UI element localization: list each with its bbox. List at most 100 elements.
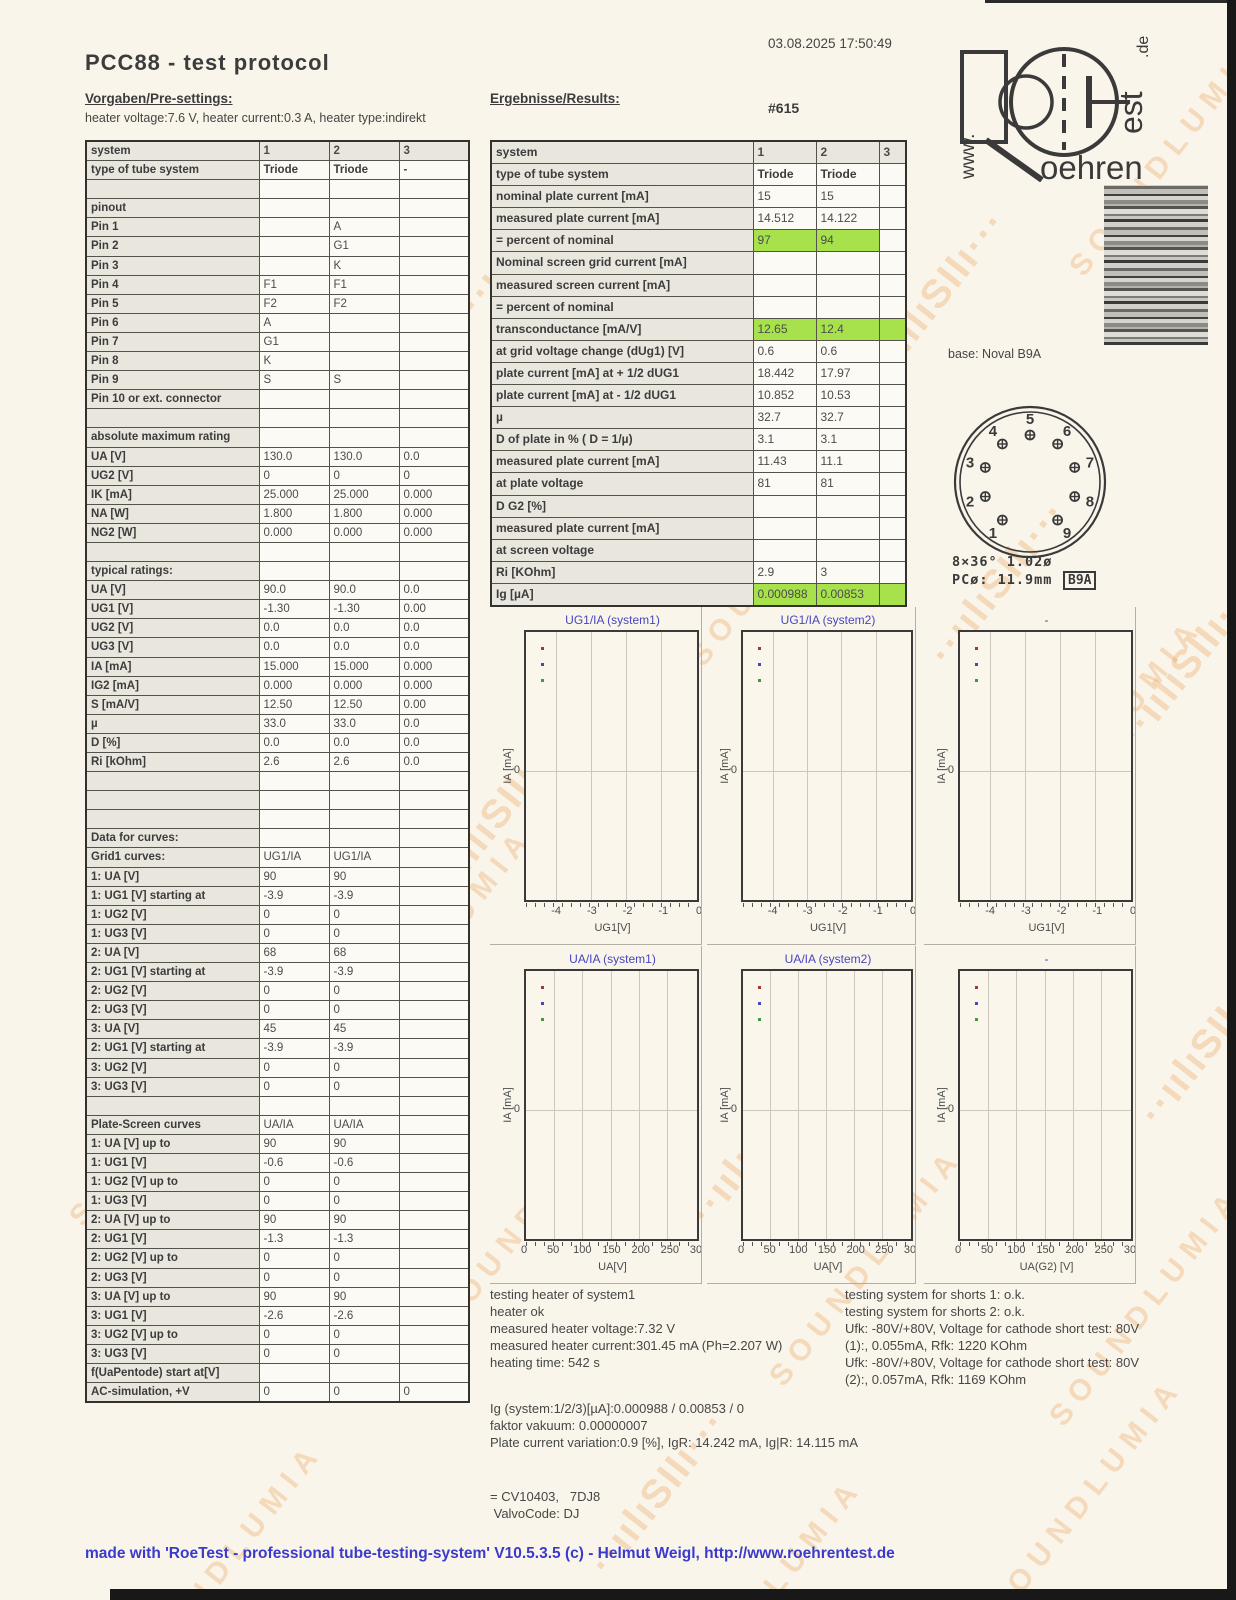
x-axis-label: UG1[V] (809, 922, 847, 934)
chart-panel: UA/IA (system2) IA [mA] 0 0 50 100 150 200 250 30… (707, 946, 916, 1284)
row-value (398, 904, 470, 925)
gridline (553, 971, 555, 1239)
row-value (398, 1305, 470, 1326)
x-axis-label: UG1[V] (1028, 922, 1065, 934)
row-label: absolute maximum rating (85, 427, 260, 448)
row-label: D G2 [%] (490, 494, 754, 518)
row-value (398, 1362, 470, 1384)
row-value: 90 (258, 1286, 330, 1307)
y-tick-label: 0 (730, 764, 737, 777)
row-value: 0 (258, 1076, 330, 1097)
row-value: 0.000 (258, 675, 330, 696)
row-value (878, 428, 907, 452)
note-line: testing system for shorts 2: o.k. (845, 1304, 1025, 1319)
row-label (85, 790, 260, 811)
row-value (398, 217, 470, 238)
row-value (258, 389, 330, 410)
table-row: at plate voltage 81 81 (490, 472, 907, 496)
x-tick-label: -1 (873, 905, 883, 917)
table-row: Pin 7 G1 (85, 331, 470, 353)
note-line: measured heater current:301.45 mA (Ph=2.… (490, 1338, 783, 1353)
row-value: 0 (328, 1324, 400, 1345)
scan-edge-bottom (110, 1589, 1236, 1600)
chart-plot-area (958, 969, 1133, 1246)
table-row: plate current [mA] at + 1/2 dUG1 18.442 17… (490, 361, 907, 386)
row-value: 1.800 (328, 503, 400, 524)
row-label (85, 809, 260, 830)
row-value: 10.53 (815, 384, 880, 408)
row-value (258, 255, 330, 276)
row-label: IG2 [mA] (85, 675, 260, 696)
row-value: -1.30 (328, 599, 400, 620)
socket-pin-number: 2 (966, 493, 974, 510)
row-label: f(UaPentode) start at[V] (85, 1362, 260, 1384)
table-row: D G2 [%] (490, 494, 907, 518)
row-value (258, 427, 330, 448)
watermark-text: SOUNDLUMIA (982, 1370, 1190, 1600)
x-tick-label: -1 (658, 905, 669, 917)
legend-marker (758, 986, 761, 989)
row-label: measured screen current [mA] (490, 273, 754, 297)
row-value: 0.000 (398, 503, 470, 524)
scan-edge-top (985, 0, 1236, 3)
row-value (752, 516, 817, 540)
row-label: measured plate current [mA] (490, 207, 754, 231)
x-tick-label: -4 (767, 905, 778, 917)
row-label (85, 1095, 260, 1116)
table-row: 1: UA [V] 90 90 (85, 866, 470, 887)
row-value: 12.50 (258, 694, 330, 715)
row-value: Triode (752, 163, 817, 187)
gridline (581, 971, 583, 1239)
row-value (258, 408, 330, 429)
table-row: 3: UG2 [V] 0 0 (85, 1057, 470, 1078)
heater-notes: testing heater of system1 heater ok measur… (490, 1286, 782, 1371)
row-value (398, 1343, 470, 1365)
row-value: 0 (398, 1382, 470, 1403)
chart-title: - (1044, 613, 1049, 627)
logo-oehren-text: oehren (1040, 149, 1143, 182)
table-row: transconductance [mA/V] 12.65 12.4 (490, 317, 907, 341)
row-value (398, 293, 470, 314)
row-value: 90.0 (258, 580, 330, 601)
row-value (815, 251, 880, 275)
row-label: 3: UG2 [V] up to (85, 1324, 260, 1345)
row-value (398, 1000, 470, 1021)
gridline (1060, 632, 1062, 900)
row-label: 1: UA [V] up to (85, 1133, 260, 1154)
table-row: type of tube system Triode Triode (490, 163, 907, 187)
chart-panel: -IA [mA]0050100150200250300UA(G2) [V] (924, 946, 1136, 1284)
gridline (770, 971, 771, 1239)
table-row: 2: UA [V] up to 90 90 (85, 1210, 470, 1231)
table-row: 2: UG3 [V] 0 0 (85, 1267, 470, 1288)
x-tick-label: 300 (1123, 1244, 1136, 1256)
table-row (85, 771, 470, 792)
row-value (398, 1133, 470, 1154)
table-row: = percent of nominal (490, 295, 907, 319)
row-value: -3.9 (258, 885, 330, 906)
zero-gridline (526, 1110, 697, 1112)
socket-pin (1052, 514, 1064, 526)
row-value (398, 1286, 470, 1307)
row-value: 90 (258, 1210, 330, 1231)
legend-marker (758, 1002, 761, 1005)
row-value: Triode (328, 160, 400, 181)
table-row: AC-simulation, +V 0 0 0 (85, 1382, 470, 1403)
row-value (398, 1324, 470, 1345)
gridline (1101, 971, 1103, 1239)
row-value: 0 (328, 1343, 400, 1365)
row-label: Grid1 curves: (85, 847, 260, 868)
row-value: 0.0 (258, 732, 330, 754)
row-value: -1.3 (328, 1229, 400, 1250)
note-line: Ig (system:1/2/3)[µA]:0.000988 / 0.00853… (490, 1401, 744, 1416)
socket-pin (996, 514, 1008, 526)
table-row: µ 33.0 33.0 0.0 (85, 713, 470, 734)
chart-panel: UG1/IA (system2) IA [mA] 0 -4 -3 -2 -1 0 UG1[V] (707, 607, 916, 945)
table-row: absolute maximum rating (85, 427, 470, 448)
row-label: 3: UA [V] up to (85, 1286, 260, 1307)
row-value: F1 (258, 274, 330, 295)
row-label: 2: UG3 [V] (85, 1000, 260, 1021)
row-label: Pin 1 (85, 217, 260, 238)
row-value: 0 (258, 1248, 330, 1269)
note-line: Ufk: -80V/+80V, Voltage for cathode shor… (845, 1321, 1140, 1336)
row-label: transconductance [mA/V] (490, 317, 754, 341)
